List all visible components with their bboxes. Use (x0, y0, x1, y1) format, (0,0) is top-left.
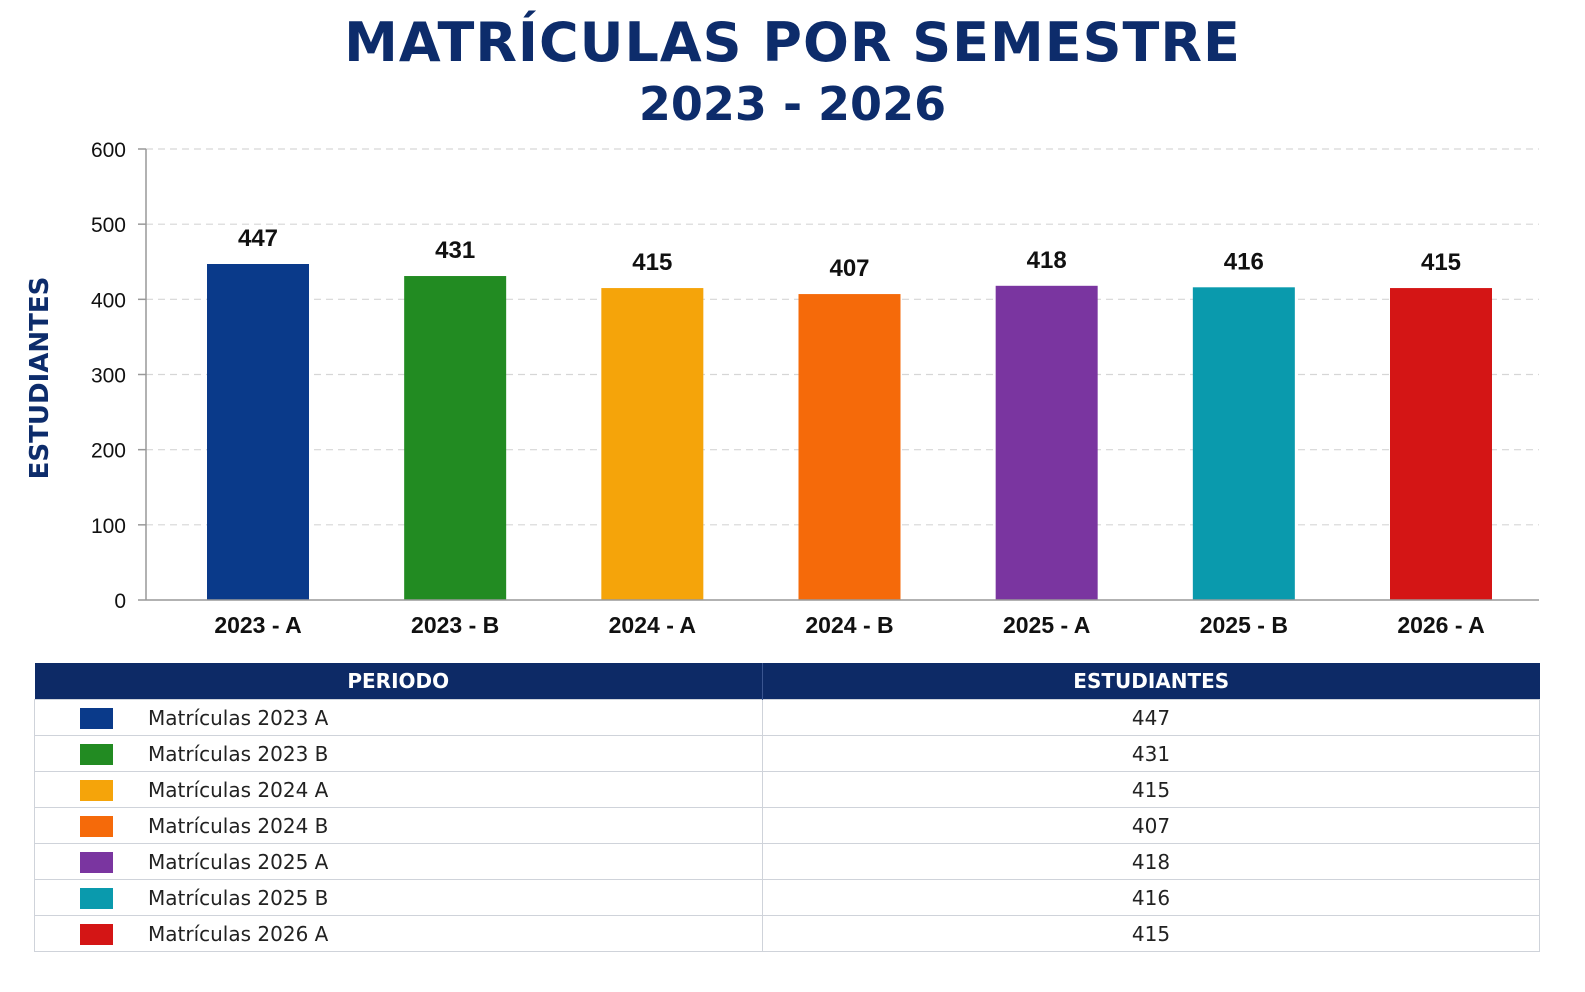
chart-subtitle: 2023 - 2026 (638, 77, 947, 131)
x-tick-label: 2023 - A (214, 612, 301, 638)
table-row: Matrículas 2026 A 415 (34, 915, 1540, 952)
data-label: 415 (632, 249, 672, 276)
students-cell: 416 (762, 879, 1540, 916)
bar (1390, 288, 1492, 600)
students-cell: 415 (762, 771, 1540, 808)
y-tick-label: 100 (91, 515, 126, 538)
x-tick-label: 2026 - A (1397, 612, 1484, 638)
color-swatch (80, 816, 113, 837)
bar (207, 264, 309, 600)
table-row: Matrículas 2023 A 447 (34, 699, 1540, 736)
legend-table: PERIODO ESTUDIANTES Matrículas 2023 A 447… (34, 663, 1540, 952)
y-tick-label: 500 (91, 214, 126, 237)
table-row: Matrículas 2024 B 407 (34, 807, 1540, 844)
table-row: Matrículas 2023 B 431 (34, 735, 1540, 772)
period-label: Matrículas 2024 B (148, 813, 329, 838)
color-swatch (80, 744, 113, 765)
students-cell: 431 (762, 735, 1540, 772)
students-cell: 418 (762, 843, 1540, 880)
color-swatch (80, 780, 113, 801)
period-cell: Matrículas 2025 A (34, 843, 763, 880)
bar (1192, 287, 1295, 600)
period-label: Matrículas 2025 B (148, 885, 329, 910)
table-header-row: PERIODO ESTUDIANTES (34, 663, 1540, 700)
period-cell: Matrículas 2024 A (34, 771, 763, 808)
header-period: PERIODO (34, 663, 763, 700)
value-labels: 447 431 415 407 418 416 415 (238, 225, 1461, 282)
x-tick-label: 2023 - B (411, 612, 499, 638)
period-label: Matrículas 2024 A (148, 777, 329, 802)
color-swatch (80, 888, 113, 909)
data-label: 416 (1224, 248, 1264, 275)
period-cell: Matrículas 2023 A (34, 699, 763, 736)
chart-title: MATRÍCULAS POR SEMESTRE (344, 11, 1241, 74)
y-tick-label: 600 (91, 139, 126, 162)
y-tick-label: 200 (91, 440, 126, 463)
bar (601, 288, 704, 600)
data-label: 431 (435, 237, 475, 264)
x-tick-label: 2025 - B (1200, 612, 1288, 638)
bars (207, 264, 1492, 600)
table-body: Matrículas 2023 A 447 Matrículas 2023 B 431… (34, 699, 1540, 952)
bar (995, 285, 1098, 600)
y-axis-ticks: 0 100 200 300 400 500 600 (91, 139, 146, 613)
students-cell: 447 (762, 699, 1540, 736)
y-tick-label: 400 (91, 289, 126, 312)
x-tick-label: 2024 - B (805, 612, 893, 638)
period-label: Matrículas 2026 A (148, 921, 329, 946)
period-label: Matrículas 2023 B (148, 741, 329, 766)
students-cell: 407 (762, 807, 1540, 844)
bar-chart: 0 100 200 300 400 500 600 447 431 415 407 418 416 41… (25, 139, 1539, 638)
header-students: ESTUDIANTES (762, 663, 1540, 700)
table-row: Matrículas 2024 A 415 (34, 771, 1540, 808)
students-cell: 415 (762, 915, 1540, 952)
y-axis-label: ESTUDIANTES (25, 277, 55, 480)
data-label: 415 (1421, 249, 1461, 276)
data-label: 447 (238, 225, 278, 252)
color-swatch (80, 852, 113, 873)
table-row: Matrículas 2025 A 418 (34, 843, 1540, 880)
period-label: Matrículas 2025 A (148, 849, 329, 874)
period-cell: Matrículas 2026 A (34, 915, 763, 952)
period-cell: Matrículas 2024 B (34, 807, 763, 844)
period-cell: Matrículas 2025 B (34, 879, 763, 916)
y-tick-label: 0 (114, 590, 126, 613)
data-label: 407 (829, 255, 869, 282)
color-swatch (80, 708, 113, 729)
period-label: Matrículas 2023 A (148, 705, 329, 730)
x-tick-label: 2025 - A (1003, 612, 1090, 638)
y-tick-label: 300 (91, 365, 126, 388)
x-tick-label: 2024 - A (609, 612, 696, 638)
category-labels: 2023 - A 2023 - B 2024 - A 2024 - B 2025 - A… (214, 612, 1484, 638)
color-swatch (80, 924, 113, 945)
bar (404, 276, 507, 600)
data-label: 418 (1027, 247, 1067, 274)
bar (798, 294, 901, 600)
table-row: Matrículas 2025 B 416 (34, 879, 1540, 916)
period-cell: Matrículas 2023 B (34, 735, 763, 772)
